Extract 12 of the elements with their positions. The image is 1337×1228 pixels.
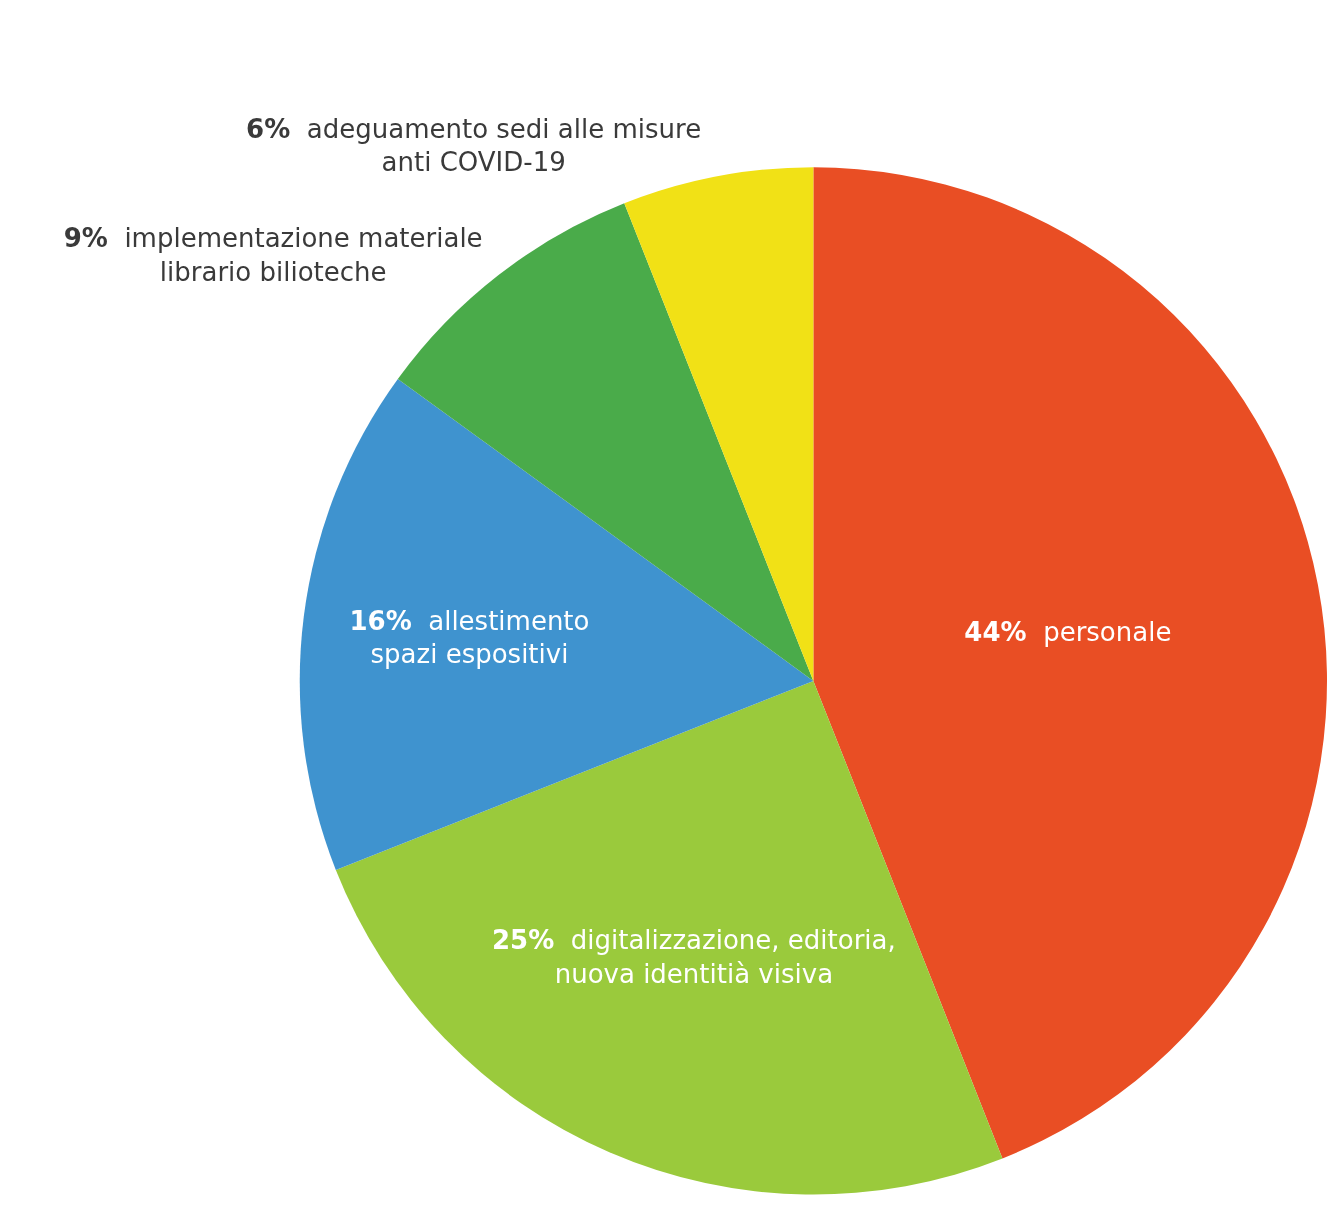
slice-label: digitalizzazione, editoria, nuova identitià visiva <box>554 925 896 989</box>
data-label: 16% <box>349 605 412 636</box>
data-label: 25% <box>492 925 555 956</box>
data-label: 9% <box>63 223 108 254</box>
data-label: 6% <box>246 113 291 144</box>
slice-label: adeguamento sedi alle misure anti COVID-19 <box>306 113 702 178</box>
data-label: 44% <box>964 617 1027 648</box>
pie-slice <box>624 167 814 681</box>
pie-slice <box>335 680 1003 1195</box>
pie-slice <box>299 378 814 870</box>
slice-label: implementazione materiale librario bilioteche <box>124 223 483 288</box>
slice-label: personale <box>1043 617 1172 648</box>
